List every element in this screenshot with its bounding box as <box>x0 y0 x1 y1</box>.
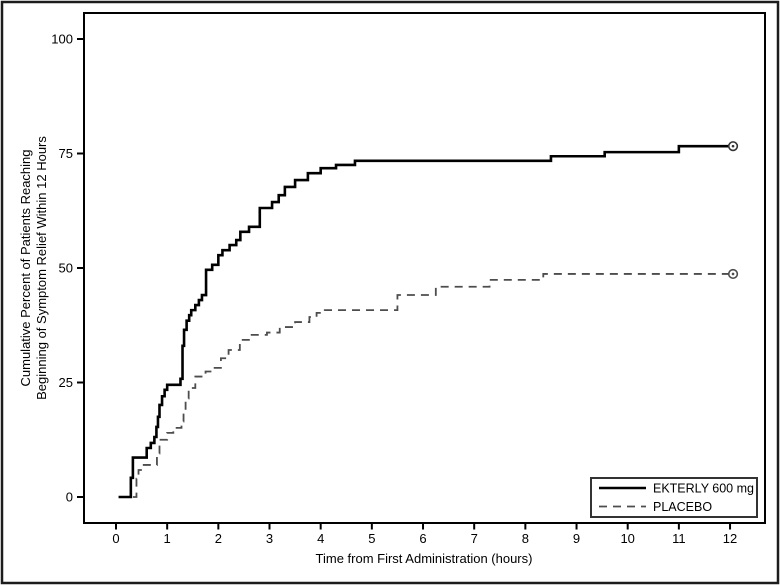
curve-ekterly-600-mg <box>118 144 731 499</box>
legend-label-ekterly: EKTERLY 600 mg <box>653 482 754 496</box>
y-axis-title-line1: Cumulative Percent of Patients Reaching <box>18 149 33 386</box>
x-tick-label-10: 10 <box>620 531 634 546</box>
legend-box <box>590 477 758 518</box>
x-tick-label-0: 0 <box>112 531 119 546</box>
series-layer <box>118 141 739 499</box>
end-marker-dot-placebo <box>731 272 735 276</box>
x-tick-label-9: 9 <box>573 531 580 546</box>
x-tick-label-5: 5 <box>368 531 375 546</box>
y-tick-label-75: 75 <box>59 146 73 161</box>
x-tick-label-12: 12 <box>723 531 737 546</box>
y-axis: 0 25 50 75 100 <box>51 32 84 505</box>
plot-frame <box>83 12 766 524</box>
y-axis-title: Cumulative Percent of Patients Reaching … <box>18 136 49 400</box>
x-axis: 0 1 2 3 4 5 6 7 8 9 10 11 12 <box>112 523 737 546</box>
y-axis-title-line2: Beginning of Symptom Relief Within 12 Ho… <box>34 136 49 400</box>
curve-placebo <box>132 273 731 498</box>
y-tick-label-25: 25 <box>59 375 73 390</box>
x-tick-label-6: 6 <box>419 531 426 546</box>
end-marker-dot-ekterly-600-mg <box>731 144 735 148</box>
x-tick-label-3: 3 <box>266 531 273 546</box>
y-tick-label-0: 0 <box>66 490 73 505</box>
legend-label-placebo: PLACEBO <box>653 500 712 514</box>
legend: EKTERLY 600 mg PLACEBO <box>590 477 758 518</box>
x-tick-label-11: 11 <box>672 531 686 546</box>
x-tick-label-1: 1 <box>164 531 171 546</box>
y-tick-label-100: 100 <box>51 32 73 47</box>
y-tick-label-50: 50 <box>59 261 73 276</box>
x-tick-label-8: 8 <box>522 531 529 546</box>
x-tick-label-4: 4 <box>317 531 324 546</box>
x-tick-label-2: 2 <box>215 531 222 546</box>
x-axis-title: Time from First Administration (hours) <box>316 551 533 566</box>
x-tick-label-7: 7 <box>471 531 478 546</box>
